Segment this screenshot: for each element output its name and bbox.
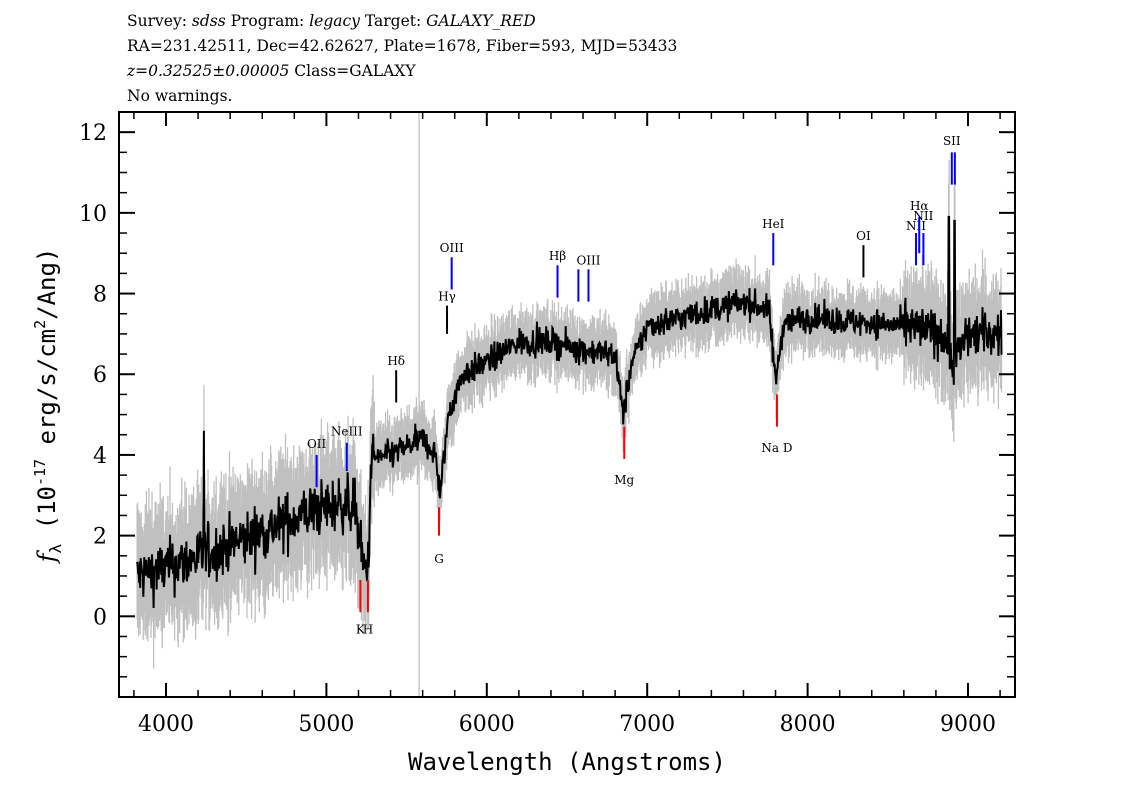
x-tick-label: 5000 (298, 712, 354, 737)
line-label: NeIII (331, 425, 363, 439)
line-label: HeI (762, 217, 785, 231)
line-label: OIII (576, 253, 600, 267)
flux-line (136, 215, 1003, 609)
program-value: legacy (309, 12, 360, 30)
y-tick-label: 10 (79, 202, 107, 227)
class: Class=GALAXY (294, 62, 416, 80)
x-tick-label: 4000 (138, 712, 194, 737)
header-line-3: z=0.32525±0.00005 Class=GALAXY (127, 62, 416, 80)
line-label: G (434, 552, 444, 566)
redshift: z=0.32525±0.00005 (127, 62, 290, 80)
line-label: NII (913, 209, 933, 223)
y-tick-label: 0 (93, 605, 107, 630)
line-label: OI (856, 229, 871, 243)
y-tick-label: 6 (93, 363, 107, 388)
y-tick-label: 12 (79, 121, 107, 146)
y-tick-label: 2 (93, 525, 107, 550)
header-line-2: RA=231.42511, Dec=42.62627, Plate=1678, … (127, 37, 678, 55)
y-tick-label: 8 (93, 283, 107, 308)
survey-value: sdss (191, 12, 226, 30)
x-tick-label: 7000 (619, 712, 675, 737)
survey-label: Survey: (127, 12, 187, 30)
target-label: Target: (364, 12, 422, 30)
line-label: K (356, 622, 366, 636)
x-axis-label: Wavelength (Angstroms) (408, 748, 726, 776)
x-tick-label: 9000 (940, 712, 996, 737)
y-tick-label: 4 (93, 444, 107, 469)
line-label: Na D (761, 441, 792, 455)
header-line-4: No warnings. (127, 87, 233, 105)
line-label: H (363, 622, 373, 636)
line-label: OIII (440, 241, 464, 255)
y-axis-label: fλ (10-17 erg/s/cm2/Ang) (31, 248, 65, 565)
y-axis-label-text: fλ (10-17 erg/s/cm2/Ang) (31, 248, 65, 565)
line-label: OII (307, 437, 327, 451)
line-label: Hγ (438, 290, 456, 304)
line-label: Mg (614, 473, 634, 487)
flux-series (136, 215, 1003, 609)
plot-frame (118, 111, 1016, 698)
header-line-1: Survey: sdss Program: legacy Target: GAL… (127, 12, 536, 30)
error-band (136, 112, 1003, 697)
x-tick-label: 8000 (780, 712, 836, 737)
axis-ticks: 4000 5000 6000 7000 8000 9000 0 2 4 6 8 10 12 (79, 111, 1015, 737)
line-label: SII (943, 134, 961, 148)
line-label: Hα (910, 199, 929, 213)
program-label: Program: (230, 12, 305, 30)
target-value: GALAXY_RED (426, 12, 536, 30)
error-band-path (136, 160, 1003, 669)
line-label: Hδ (387, 354, 405, 368)
line-label: NII (906, 219, 926, 233)
x-tick-label: 6000 (459, 712, 515, 737)
line-label: Hβ (549, 249, 566, 263)
